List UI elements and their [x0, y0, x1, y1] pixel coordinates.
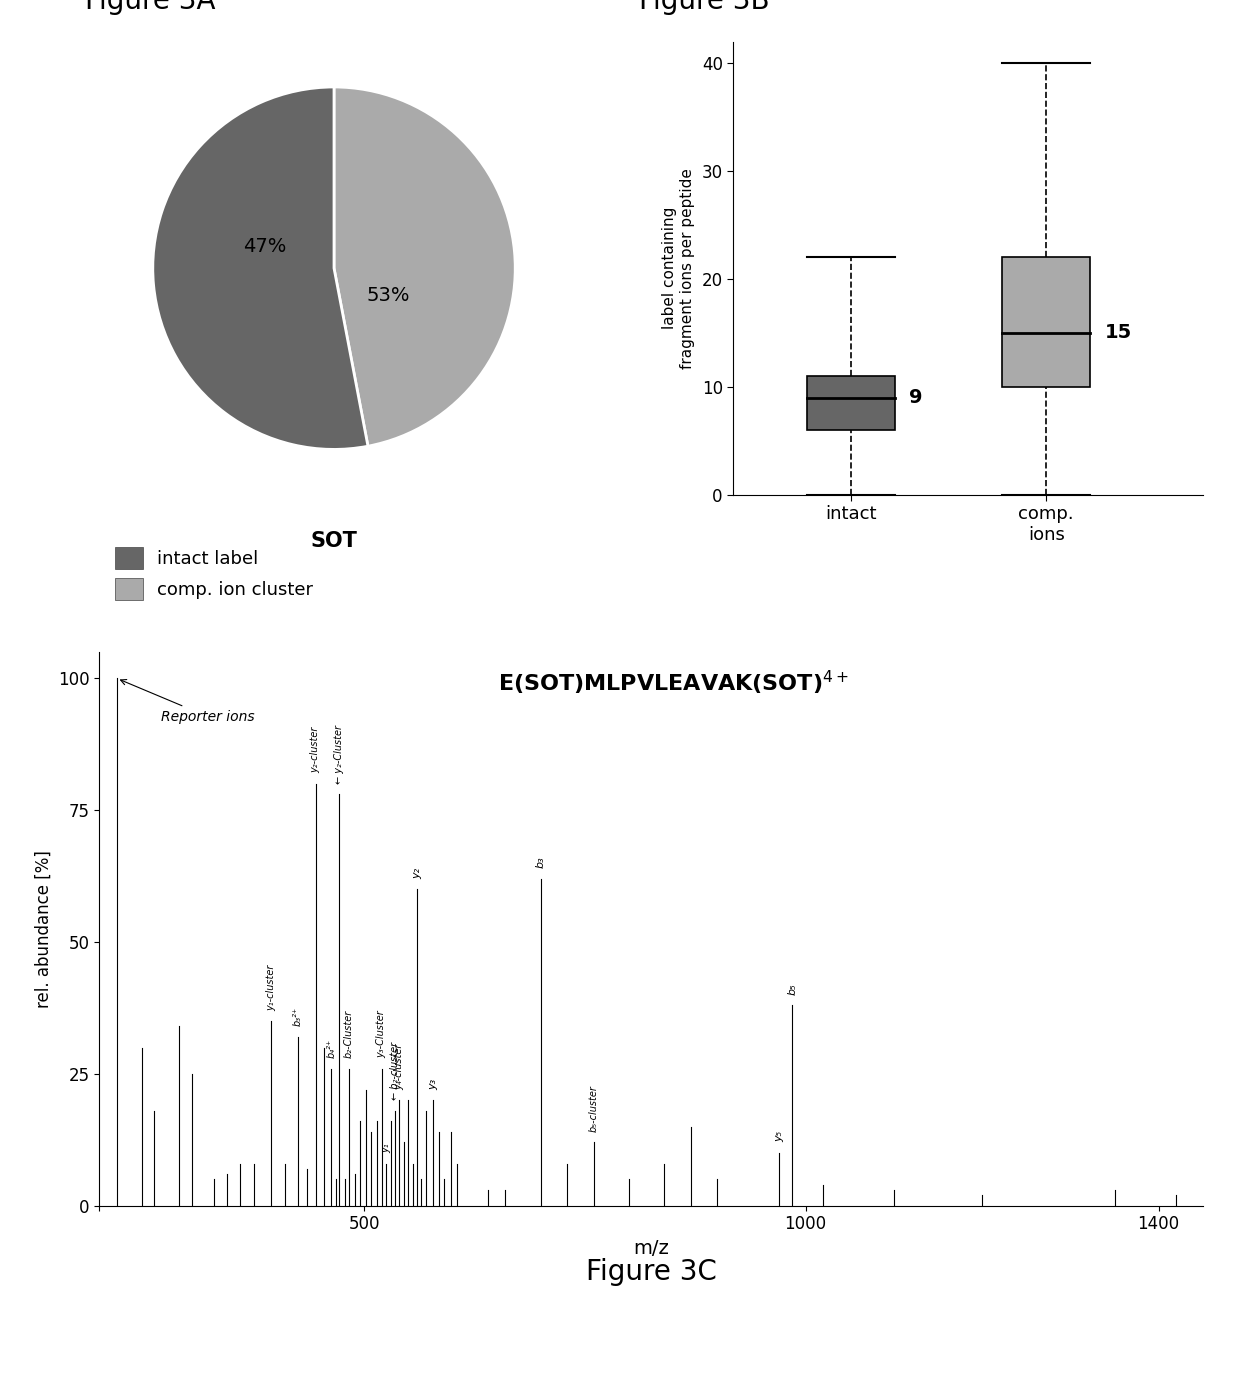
- Text: b₂-Cluster: b₂-Cluster: [343, 1010, 355, 1058]
- Y-axis label: label containing
fragment ions per peptide: label containing fragment ions per pepti…: [662, 168, 694, 368]
- Text: b₃²⁺: b₃²⁺: [293, 1007, 303, 1026]
- Text: b₃: b₃: [536, 857, 546, 868]
- Text: Figure 3B: Figure 3B: [640, 0, 770, 15]
- Text: E(SOT)MLPVLEAVAK(SOT)$^{4+}$: E(SOT)MLPVLEAVAK(SOT)$^{4+}$: [497, 668, 848, 697]
- Text: 9: 9: [909, 388, 923, 407]
- Text: SOT: SOT: [310, 531, 357, 551]
- Text: y₁: y₁: [381, 1143, 391, 1153]
- Text: b₅-cluster: b₅-cluster: [589, 1085, 599, 1132]
- Text: ← y₂-Cluster: ← y₂-Cluster: [335, 725, 345, 783]
- Text: b₄²⁺: b₄²⁺: [326, 1039, 336, 1058]
- Legend: intact label, comp. ion cluster: intact label, comp. ion cluster: [108, 539, 320, 607]
- Text: Figure 3C: Figure 3C: [585, 1258, 717, 1286]
- X-axis label: m/z: m/z: [634, 1239, 668, 1258]
- Text: ← b₂-cluster: ← b₂-cluster: [389, 1042, 401, 1100]
- Text: 47%: 47%: [243, 238, 286, 256]
- Text: 15: 15: [1105, 324, 1132, 343]
- Text: Reporter ions: Reporter ions: [120, 679, 254, 724]
- Y-axis label: rel. abundance [%]: rel. abundance [%]: [35, 850, 52, 1008]
- FancyBboxPatch shape: [806, 376, 894, 431]
- Text: y₂-cluster: y₂-cluster: [310, 726, 320, 774]
- Text: y₂: y₂: [412, 868, 422, 879]
- Text: b₅: b₅: [787, 983, 797, 995]
- Wedge shape: [153, 88, 368, 450]
- Text: y₃: y₃: [428, 1079, 438, 1090]
- Text: y₃-Cluster: y₃-Cluster: [377, 1010, 387, 1058]
- Text: y₄-cluster: y₄-cluster: [394, 1043, 404, 1090]
- Text: y₅: y₅: [774, 1132, 784, 1143]
- Text: 53%: 53%: [367, 286, 410, 304]
- Text: y₁-cluster: y₁-cluster: [267, 964, 277, 1011]
- FancyBboxPatch shape: [1002, 257, 1090, 388]
- Text: Figure 3A: Figure 3A: [84, 0, 216, 15]
- Wedge shape: [334, 88, 516, 446]
